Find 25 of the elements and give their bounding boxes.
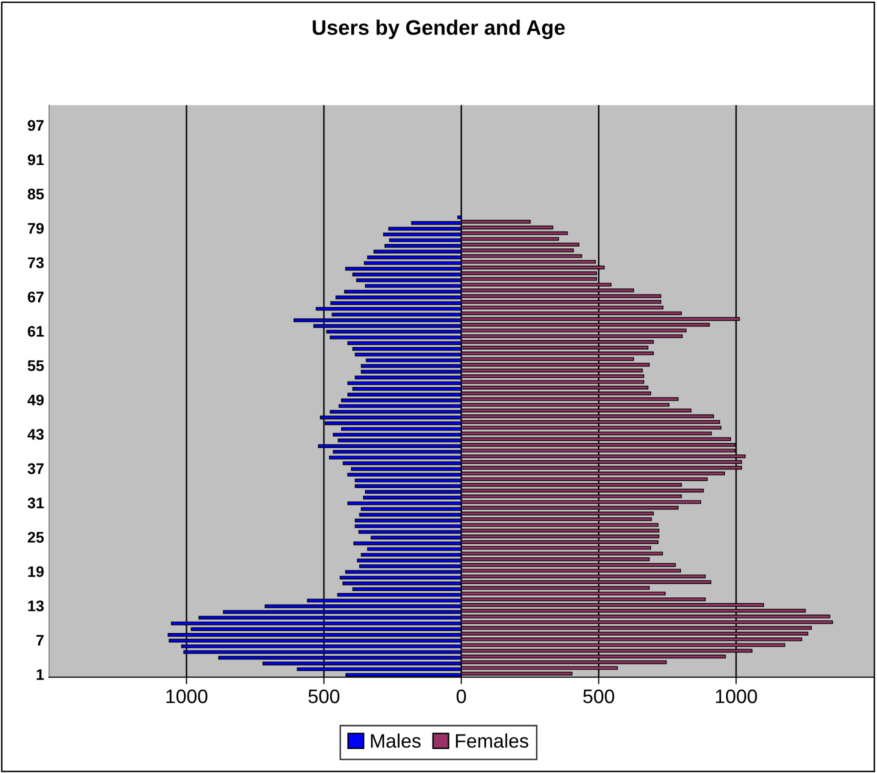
- y-tick-label: 25: [28, 532, 44, 543]
- y-tick-label: 13: [28, 600, 44, 612]
- y-tick-label: 55: [28, 360, 44, 372]
- legend-label: Males: [371, 734, 421, 748]
- x-tick-label: 0: [456, 689, 466, 704]
- y-tick-label: 49: [27, 394, 44, 406]
- legend-label: Females: [456, 734, 528, 748]
- y-tick-label: 73: [28, 257, 44, 268]
- y-tick-label: 43: [27, 428, 44, 440]
- x-tick-label: 500: [583, 689, 614, 704]
- y-tick-label: 85: [28, 188, 44, 200]
- y-tick-label: 37: [28, 463, 44, 474]
- x-tick-label: 1000: [716, 689, 757, 704]
- y-tick-label: 1: [36, 669, 44, 680]
- y-tick-label: 7: [36, 634, 44, 646]
- y-tick-label: 67: [28, 292, 44, 302]
- chart-title: Users by Gender and Age: [312, 20, 565, 40]
- y-tick-label: 19: [28, 566, 44, 578]
- x-tick-label: 1000: [166, 689, 208, 704]
- y-tick-label: 97: [28, 120, 44, 131]
- y-tick-label: 31: [28, 498, 44, 508]
- y-tick-label: 61: [28, 326, 44, 337]
- y-tick-label: 91: [28, 154, 44, 166]
- x-tick-label: 500: [308, 689, 340, 704]
- y-tick-label: 79: [28, 222, 44, 234]
